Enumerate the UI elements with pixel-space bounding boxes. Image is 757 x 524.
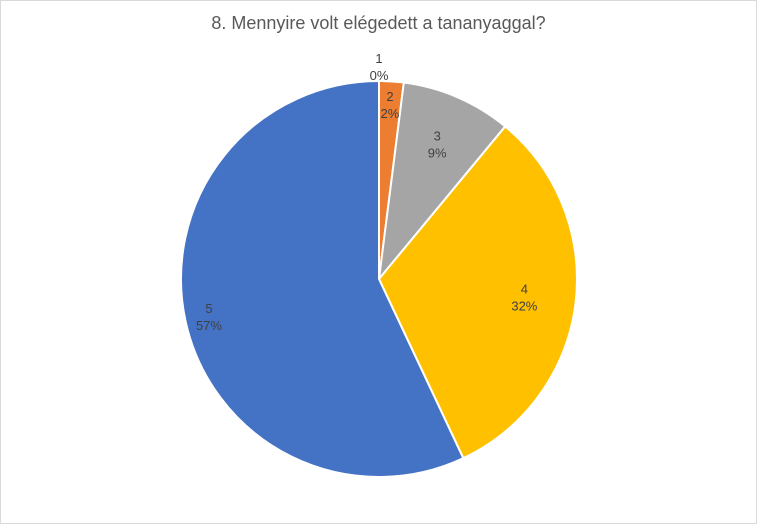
data-label-3: 3 9% [428,129,447,161]
chart-title: 8. Mennyire volt elégedett a tananyaggal… [211,13,546,33]
data-label-2: 2 2% [381,89,400,121]
data-label-1: 1 0% [370,51,389,83]
pie-slices [180,79,578,478]
data-label-4: 4 32% [511,281,537,313]
pie-labels: 1 0% 2 2% 3 9% 4 32% 5 57% [196,51,538,333]
pie-slice-3 [377,81,507,283]
data-label-5: 5 57% [196,301,222,333]
pie-slice-5 [180,79,465,478]
pie-slice-4 [377,125,578,460]
